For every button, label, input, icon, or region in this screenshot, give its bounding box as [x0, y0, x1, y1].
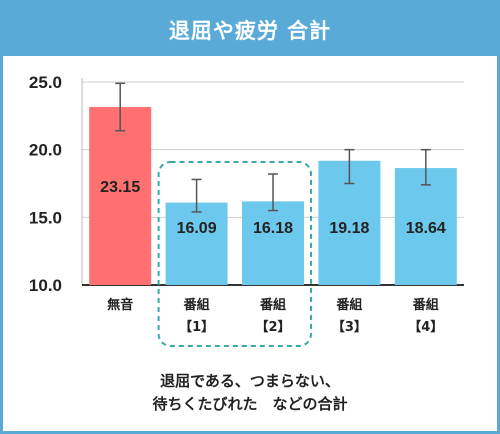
category-label: 番組: [335, 297, 362, 313]
value-label: 16.18: [253, 220, 293, 237]
chart-title: 退屈や疲労 合計: [3, 3, 497, 56]
category-label-line2: 【3】: [332, 319, 367, 335]
chart-caption: 退屈である、つまらない、 待ちくたびれた などの合計: [0, 370, 500, 416]
caption-line-1: 退屈である、つまらない、: [160, 372, 340, 390]
y-tick-label: 10.0: [29, 276, 62, 295]
highlight-group-box: [157, 161, 312, 347]
category-label: 番組: [412, 297, 439, 313]
bar: [242, 201, 304, 285]
value-label: 18.64: [406, 220, 446, 237]
category-label: 番組: [183, 297, 210, 313]
bar: [165, 202, 228, 285]
bar: [89, 107, 152, 285]
value-label: 23.15: [100, 179, 140, 196]
y-tick-label: 15.0: [29, 208, 62, 227]
value-label: 16.09: [177, 220, 217, 237]
category-label: 番組: [259, 297, 286, 313]
category-label-line2: 【4】: [408, 319, 443, 335]
category-label-line2: 【1】: [179, 319, 214, 335]
y-tick-label: 25.0: [29, 73, 62, 92]
bar: [394, 168, 457, 285]
category-label-line2: 【2】: [255, 319, 290, 335]
y-tick-label: 20.0: [29, 141, 62, 160]
caption-line-2: 待ちくたびれた などの合計: [152, 395, 348, 413]
value-label: 19.18: [329, 220, 369, 237]
category-label: 無音: [107, 297, 133, 313]
